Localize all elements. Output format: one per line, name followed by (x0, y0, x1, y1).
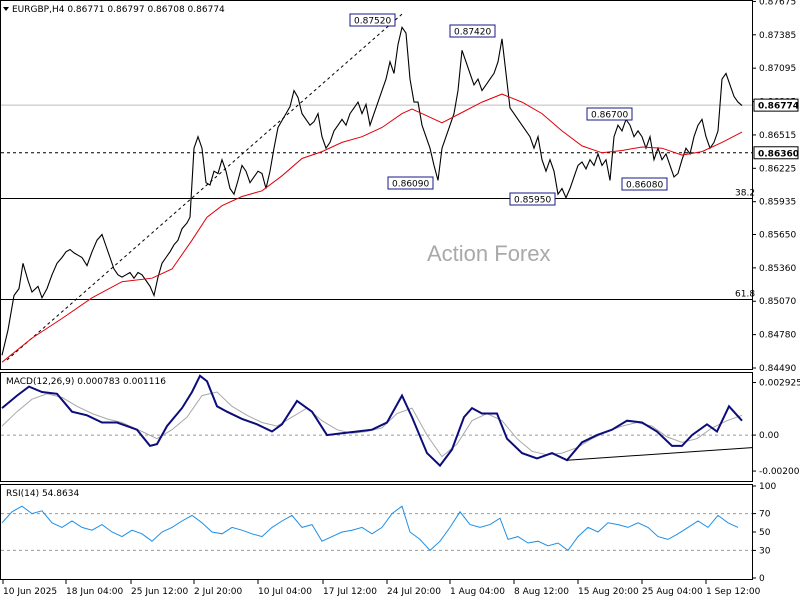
rsi-tick-label: 70 (759, 510, 771, 520)
moving-average-line (1, 93, 743, 363)
price-tick-label: 0.85650 (759, 230, 796, 240)
price-tick-label: 0.85070 (759, 297, 796, 307)
macd-tick-label: 0.00 (759, 431, 779, 441)
x-tick-label: 17 Jul 12:00 (323, 587, 377, 597)
price-tick-label: 0.86515 (759, 131, 796, 141)
x-tick-label: 1 Aug 04:00 (450, 587, 505, 597)
macd-main-line (1, 374, 743, 468)
price-annotation-box (349, 13, 396, 27)
macd-label: MACD(12,26,9) 0.000783 0.001116 (6, 377, 166, 387)
price-tick-label: 0.86225 (759, 164, 796, 174)
x-tick-label: 1 Sep 12:00 (706, 587, 761, 597)
rsi-tick-label: 30 (759, 546, 771, 556)
rsi-label: RSI(14) 54.8634 (6, 489, 79, 499)
price-tick-label: 0.87095 (759, 64, 796, 74)
price-annotation-label: 0.87420 (454, 28, 491, 38)
x-tick-label: 25 Aug 04:00 (642, 587, 703, 597)
rsi-line (1, 505, 739, 552)
rsi-tick-label: 0 (759, 574, 765, 584)
price-tick-label: 0.85935 (759, 198, 796, 208)
macd-signal-line (1, 391, 743, 458)
price-annotation-label: 0.86080 (626, 181, 663, 191)
support-level-label: 0.86360 (758, 149, 799, 159)
rsi-tick-label: 100 (759, 482, 776, 492)
macd-tick-label: 0.002925 (759, 379, 800, 389)
price-annotation-label: 0.87520 (354, 17, 391, 27)
price-annotation-box (449, 24, 496, 38)
price-trendline (6, 11, 405, 361)
symbol-header: EURGBP,H4 0.86771 0.86797 0.86708 0.8677… (12, 5, 225, 15)
x-tick-label: 8 Aug 12:00 (514, 587, 569, 597)
price-tick-label: 0.87675 (759, 0, 796, 7)
x-tick-label: 10 Jul 04:00 (258, 587, 312, 597)
fib-level-label: 61.8 (735, 290, 755, 300)
rsi-panel-frame (0, 484, 753, 580)
watermark: Action Forex (427, 241, 551, 266)
current-price-box (753, 98, 799, 112)
x-tick-label: 15 Aug 20:00 (578, 587, 639, 597)
x-tick-label: 24 Jul 20:00 (387, 587, 441, 597)
x-tick-label: 2 Jul 20:00 (194, 587, 243, 597)
price-annotation-box (509, 192, 556, 206)
price-annotation-box (387, 176, 434, 190)
fib-level-label: 38.2 (735, 188, 755, 198)
x-tick-label: 18 Jun 04:00 (66, 587, 123, 597)
x-tick-label: 10 Jun 2025 (3, 587, 57, 597)
price-annotation-label: 0.85950 (514, 196, 551, 206)
x-tick-label: 25 Jun 12:00 (131, 587, 188, 597)
price-annotation-box (621, 177, 668, 191)
price-annotation-label: 0.86700 (591, 111, 628, 121)
price-candle-line (1, 25, 743, 356)
price-tick-label: 0.87385 (759, 31, 796, 41)
price-annotation-label: 0.86090 (392, 180, 429, 190)
macd-tick-label: -0.002002 (759, 467, 800, 477)
dropdown-triangle-icon[interactable] (3, 7, 9, 11)
price-tick-label: 0.84490 (759, 364, 796, 374)
price-tick-label: 0.85360 (759, 264, 796, 274)
support-level-box (753, 146, 799, 160)
price-annotation-box (586, 107, 633, 121)
current-price-label: 0.86774 (758, 102, 799, 112)
macd-trendline (566, 447, 753, 461)
rsi-tick-label: 50 (759, 528, 771, 538)
price-tick-label: 0.84780 (759, 331, 796, 341)
